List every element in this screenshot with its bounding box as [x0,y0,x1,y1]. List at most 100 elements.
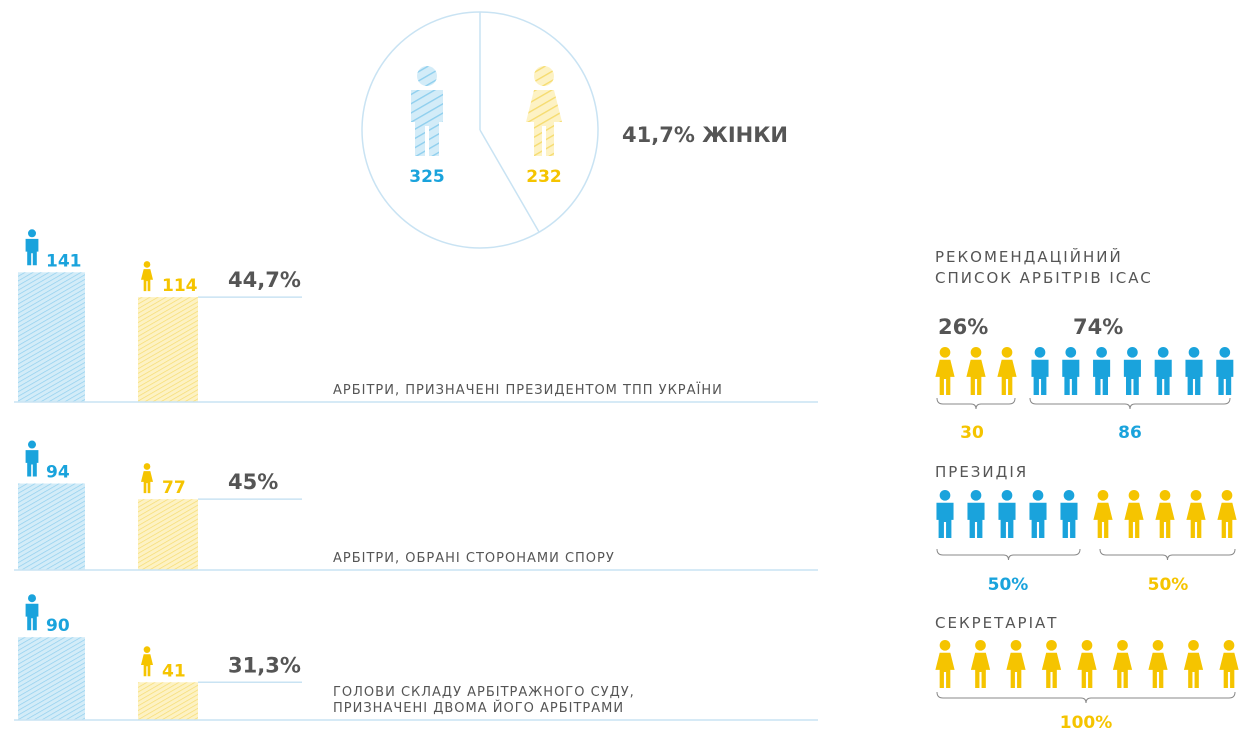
brace [936,548,1081,561]
head [143,261,151,268]
body [1123,359,1141,395]
panel-title: СЕКРЕТАРІАТ [935,614,1058,632]
man-icon [936,490,954,538]
head [970,347,982,358]
head [939,640,951,651]
woman-icon [935,347,955,395]
share: 100% [1060,713,1113,733]
men-bar [18,637,85,720]
head [1063,490,1075,501]
woman-icon [141,646,153,677]
woman-icon [1219,640,1239,688]
head [28,440,36,449]
panel-title: СПИСОК АРБІТРІВ ICAC [935,269,1153,287]
head [970,490,982,501]
body [1148,652,1168,688]
body [1155,502,1175,538]
woman-icon [997,347,1017,395]
share: 50% [1148,575,1189,595]
head [1127,347,1138,358]
body [967,502,985,538]
women-count: 41 [162,661,186,681]
woman-icon [1077,640,1097,688]
women-count: 77 [162,478,186,498]
man-icon [1029,490,1047,538]
men-bar [18,272,85,402]
head [1128,490,1140,501]
man-icon [1154,347,1172,395]
group-label: АРБІТРИ, ОБРАНІ СТОРОНАМИ СПОРУ [333,551,615,566]
woman-icon [141,463,153,494]
woman-icon [526,66,562,156]
woman-icon [141,261,153,292]
man-icon [1062,347,1080,395]
group-label: АРБІТРИ, ПРИЗНАЧЕНІ ПРЕЗИДЕНТОМ ТПП УКРА… [333,382,723,398]
men-count: 325 [409,167,445,187]
woman-icon [1093,490,1113,538]
body [1062,359,1080,395]
head [939,347,951,358]
body [1185,359,1203,395]
body [1093,359,1111,395]
share: 31,3% [228,653,301,677]
share: 50% [988,575,1029,595]
men-count: 141 [46,251,82,271]
men-count: 94 [46,463,70,483]
panel-title: РЕКОМЕНДАЦІЙНИЙ [935,247,1123,266]
head [417,66,437,86]
body [935,652,955,688]
body [25,450,39,477]
woman-icon [966,347,986,395]
body [411,90,443,156]
head [1096,347,1107,358]
body [1006,652,1026,688]
body [1031,359,1049,395]
woman-icon [1124,490,1144,538]
head [1221,490,1233,501]
body [1060,502,1078,538]
brace [936,691,1236,704]
body [1216,359,1234,395]
man-icon [25,229,39,266]
body [1112,652,1133,688]
body [1219,652,1239,688]
share: 26% [938,315,988,339]
head [1081,640,1093,651]
body [1217,502,1237,538]
woman-icon [1155,490,1175,538]
head [1001,347,1013,358]
man-icon [1093,347,1111,395]
man-icon [1216,347,1234,395]
body [141,654,153,677]
man-icon [1185,347,1203,395]
man-icon [967,490,985,538]
women-bar [138,297,198,402]
men-count: 86 [1118,423,1142,443]
head [1188,640,1199,651]
head [1219,347,1231,358]
man-icon [1060,490,1078,538]
body [25,603,39,631]
body [1124,502,1144,538]
body [1183,652,1204,688]
head [28,229,36,238]
body [997,359,1017,395]
head [1157,347,1169,358]
body [935,359,955,395]
share: 74% [1073,315,1123,339]
women-count: 114 [162,276,198,296]
head [1034,347,1046,358]
head [143,463,151,470]
head [1188,347,1200,358]
woman-icon [1112,640,1133,688]
group-label: ГОЛОВИ СКЛАДУ АРБІТРАЖНОГО СУДУ, [333,685,635,700]
women-bar [138,499,198,570]
head [1223,640,1235,651]
body [998,502,1016,538]
body [1154,359,1172,395]
body [1077,652,1097,688]
head [1065,347,1077,358]
group-label: ПРИЗНАЧЕНІ ДВОМА ЙОГО АРБІТРАМИ [333,700,624,716]
women-share: 41,7% ЖІНКИ [622,123,788,147]
head [143,646,151,653]
